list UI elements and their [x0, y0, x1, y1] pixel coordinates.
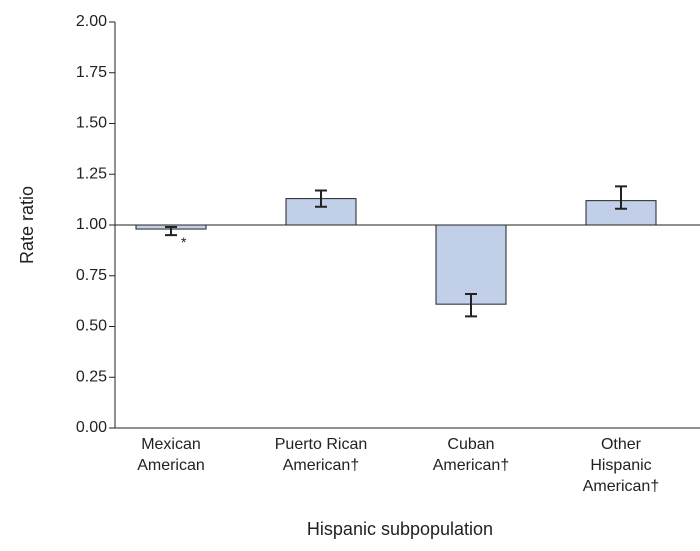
x-tick-label: Puerto Rican [275, 436, 368, 453]
x-tick-label: Other [601, 436, 642, 453]
y-tick-label: 2.00 [76, 13, 107, 30]
y-tick-label: 1.25 [76, 165, 107, 182]
x-axis-title: Hispanic subpopulation [307, 519, 493, 539]
error-bar [615, 185, 627, 210]
error-bar [465, 293, 477, 318]
x-tick-label: Cuban [447, 436, 494, 453]
x-tick-label: American† [283, 457, 359, 474]
x-tick-label: American [137, 457, 205, 474]
error-bar [315, 189, 327, 208]
y-tick-label: 1.00 [76, 216, 107, 233]
error-bar [165, 226, 177, 237]
x-tick-label: American† [583, 478, 659, 495]
y-tick-label: 0.00 [76, 419, 107, 436]
y-tick-label: 0.25 [76, 368, 107, 385]
value-note: * [181, 234, 187, 250]
x-tick-label: Mexican [141, 436, 201, 453]
y-axis-title: Rate ratio [17, 186, 37, 264]
bar [435, 224, 507, 305]
x-tick-label: American† [433, 457, 509, 474]
y-tick-label: 1.75 [76, 64, 107, 81]
x-tick-label: Hispanic [590, 457, 651, 474]
y-tick-label: 0.50 [76, 318, 107, 335]
y-tick-label: 0.75 [76, 267, 107, 284]
y-tick-label: 1.50 [76, 115, 107, 132]
